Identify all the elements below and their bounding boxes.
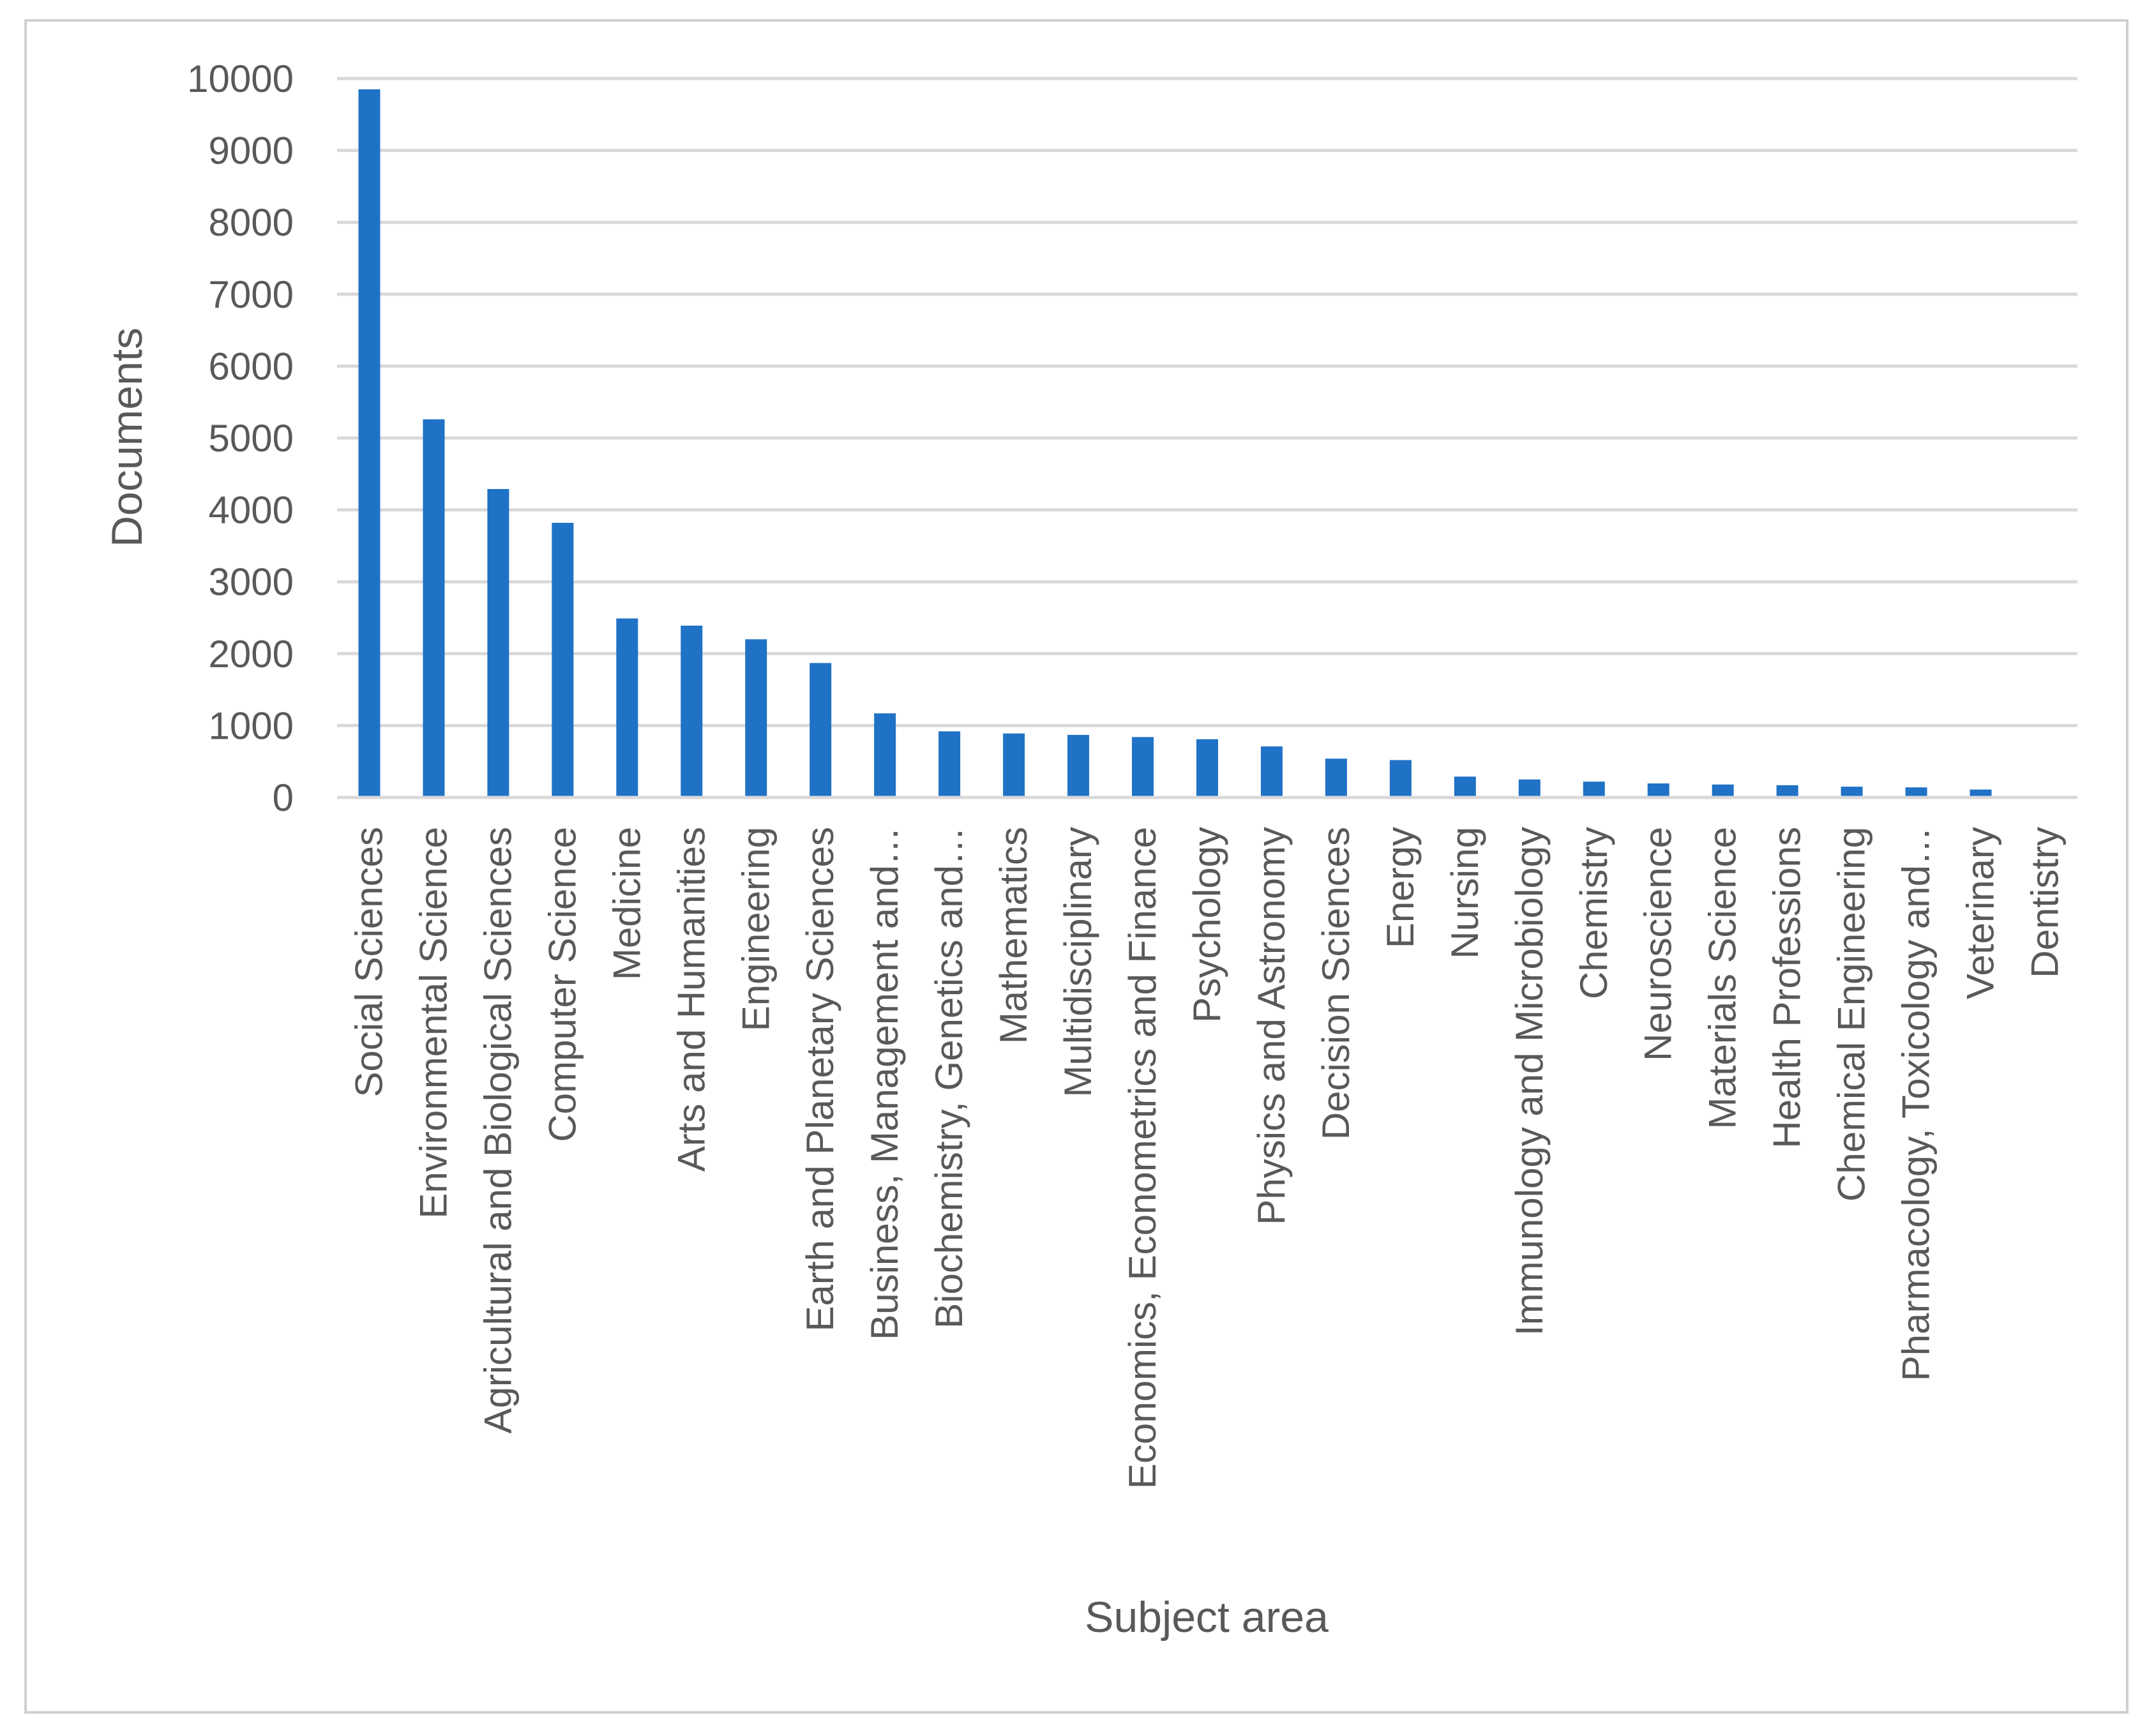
x-tick-label: Multidisciplinary bbox=[1057, 827, 1099, 1097]
x-tick-label: Chemistry bbox=[1572, 827, 1615, 999]
x-tick-label: Energy bbox=[1379, 827, 1422, 948]
x-tick-label: Mathematics bbox=[992, 827, 1035, 1044]
bar bbox=[1260, 746, 1283, 797]
bar bbox=[1518, 779, 1540, 797]
bar bbox=[1067, 735, 1090, 797]
x-tick-label: Economics, Econometrics and Finance bbox=[1121, 827, 1164, 1489]
x-tick-label: Environmental Science bbox=[412, 827, 455, 1219]
bar bbox=[1712, 784, 1734, 797]
x-tick-label: Agricultural and Biological Sciences bbox=[476, 827, 519, 1434]
x-tick-label: Arts and Humanities bbox=[670, 827, 712, 1172]
bar bbox=[938, 731, 961, 797]
bars bbox=[358, 89, 2056, 797]
x-tick-label: Physics and Astronomy bbox=[1250, 827, 1293, 1225]
y-tick-label: 8000 bbox=[209, 201, 294, 244]
y-tick-label: 3000 bbox=[209, 561, 294, 603]
x-tick-label: Earth and Planetary Sciences bbox=[799, 827, 841, 1331]
y-axis-title: Documents bbox=[103, 328, 151, 547]
bar bbox=[1132, 737, 1154, 797]
x-tick-label: Pharmacology, Toxicology and… bbox=[1895, 827, 1938, 1381]
bar bbox=[1905, 787, 1927, 797]
bar bbox=[358, 89, 380, 797]
x-tick-label: Medicine bbox=[605, 827, 648, 980]
bar bbox=[552, 522, 574, 797]
bar bbox=[487, 488, 509, 797]
bar bbox=[1003, 733, 1025, 797]
bar bbox=[874, 713, 896, 797]
gridlines bbox=[337, 77, 2077, 727]
x-tick-label: Dentistry bbox=[2024, 827, 2067, 978]
x-tick-label: Computer Science bbox=[541, 827, 584, 1142]
bar bbox=[681, 625, 703, 797]
x-tick-label: Social Sciences bbox=[347, 827, 390, 1098]
x-tick-label: Decision Sciences bbox=[1314, 827, 1357, 1140]
x-tick-label: Business, Management and… bbox=[863, 827, 906, 1340]
y-tick-label: 9000 bbox=[209, 130, 294, 172]
bar bbox=[1647, 783, 1669, 797]
bar bbox=[1583, 781, 1605, 797]
x-tick-label: Veterinary bbox=[1959, 827, 2002, 999]
bar bbox=[1454, 776, 1476, 797]
x-tick-label: Materials Science bbox=[1701, 827, 1744, 1129]
bar bbox=[1389, 760, 1412, 797]
x-tick-label: Biochemistry, Genetics and… bbox=[928, 827, 970, 1329]
x-tick-labels: Social Sciences Environmental Science Agri… bbox=[347, 827, 2066, 1489]
bar bbox=[1969, 789, 1992, 797]
bar bbox=[616, 618, 638, 797]
x-tick-label: Chemical Engineering bbox=[1830, 827, 1873, 1202]
y-tick-label: 0 bbox=[273, 776, 294, 819]
y-tick-label: 2000 bbox=[209, 633, 294, 676]
x-tick-label: Neuroscience bbox=[1637, 827, 1680, 1061]
y-tick-label: 10000 bbox=[187, 57, 294, 100]
x-axis-title: Subject area bbox=[1085, 1593, 1329, 1642]
x-tick-label: Nursing bbox=[1443, 827, 1486, 959]
x-tick-label: Psychology bbox=[1186, 827, 1228, 1023]
bar bbox=[810, 663, 832, 797]
x-tick-label: Engineering bbox=[734, 827, 777, 1031]
bar bbox=[745, 639, 767, 797]
bar bbox=[1841, 787, 1863, 797]
x-tick-label: Immunology and Microbiology bbox=[1508, 827, 1551, 1336]
y-tick-label: 4000 bbox=[209, 489, 294, 532]
y-tick-label: 5000 bbox=[209, 417, 294, 460]
y-tick-label: 7000 bbox=[209, 273, 294, 316]
y-tick-labels: 0 1000 2000 3000 4000 5000 6000 7000 8000 9000 100… bbox=[187, 57, 294, 819]
bar bbox=[1776, 785, 1798, 797]
bar bbox=[423, 419, 445, 797]
bar bbox=[1325, 759, 1347, 797]
x-tick-label: Health Professions bbox=[1766, 827, 1809, 1149]
bar bbox=[1196, 739, 1218, 797]
y-tick-label: 1000 bbox=[209, 704, 294, 747]
y-tick-label: 6000 bbox=[209, 345, 294, 388]
